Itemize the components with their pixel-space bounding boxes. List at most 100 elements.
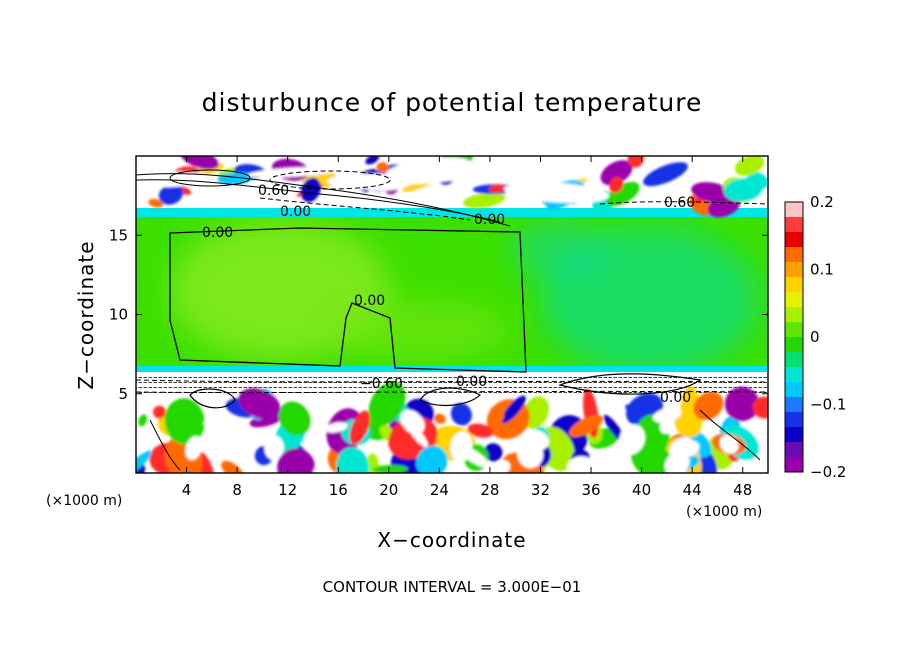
x-tick-label: 44 <box>683 481 702 499</box>
turbulence-gap <box>496 460 511 473</box>
turbulence-patch <box>484 443 503 462</box>
contour-label: −0.60 <box>360 376 403 392</box>
contour-label: 0.00 <box>474 212 505 228</box>
turbulence-gap <box>264 435 284 460</box>
y-tick-labels: 5 10 15 <box>109 226 128 403</box>
turbulence-patch <box>278 401 311 436</box>
turbulence-patch <box>724 386 760 422</box>
x-tick-label: 48 <box>733 481 752 499</box>
contour-label: 0.00 <box>456 374 487 390</box>
turbulence-patch <box>136 450 152 473</box>
upper-contour-a <box>136 173 511 227</box>
turbulence-gap <box>247 166 339 178</box>
upper-cyan-band <box>136 208 768 217</box>
colorbar-labels: 0.2 0.1 0 −0.1 −0.2 <box>810 193 846 481</box>
turbulence-patch <box>752 396 768 419</box>
upper-contour-ring-a <box>169 169 251 187</box>
colorbar-tick-label: −0.1 <box>810 396 846 414</box>
x-tick-label: 32 <box>531 481 550 499</box>
turbulence-gap <box>618 424 646 455</box>
turbulence-gap <box>408 424 428 448</box>
eddy-contour-c <box>189 388 236 409</box>
colorbar-tick-label: −0.2 <box>810 463 846 481</box>
y-tick-label: 15 <box>109 226 128 244</box>
colorbar-swatch <box>785 367 803 383</box>
turbulence-patch <box>450 402 472 426</box>
eddy-contour-b <box>557 373 702 395</box>
turbulence-patch <box>489 406 504 422</box>
x-tick-label: 8 <box>232 481 242 499</box>
turbulence-patch <box>643 162 688 187</box>
turbulence-patch <box>349 410 371 445</box>
turbulence-gap <box>453 157 560 177</box>
x-tick-label: 16 <box>329 481 348 499</box>
z-unit-label: (×1000 m) <box>46 493 122 509</box>
axis-ticks <box>136 156 768 473</box>
turbulence-patch <box>238 388 281 420</box>
contour-label: 0.00 <box>660 390 691 406</box>
turbulence-patch <box>372 464 409 473</box>
turbulence-gap <box>203 412 228 426</box>
contour-interval-note: CONTOUR INTERVAL = 3.000E−01 <box>323 578 582 596</box>
turbulence-patch <box>609 176 624 194</box>
turbulence-patch <box>221 460 244 473</box>
colorbar-swatch <box>785 352 803 368</box>
turbulence-gap <box>450 431 473 463</box>
turbulence-patch <box>277 448 315 473</box>
turbulence-patch <box>501 395 526 424</box>
turbulence-patch <box>300 177 321 203</box>
turbulence-patch <box>148 198 164 208</box>
y-tick-label: 5 <box>118 385 128 403</box>
heatmap-field <box>136 156 768 473</box>
colorbar-swatch <box>785 277 803 293</box>
chart-title: disturbunce of potential temperature <box>202 88 703 117</box>
x-unit-label: (×1000 m) <box>686 504 762 520</box>
colorbar-tick-label: 0 <box>810 328 820 346</box>
contour-labels: 0.60 0.00 0.00 0.00 0.00 0.60 −0.60 0.00… <box>202 183 695 406</box>
upper-contour-ring-b <box>269 170 391 190</box>
turbulence-patch <box>164 398 205 445</box>
turbulence-gap <box>503 182 610 203</box>
x-tick-label: 28 <box>480 481 499 499</box>
colorbar-swatch <box>785 217 803 233</box>
turbulence-gap <box>402 190 459 201</box>
turbulence-patch <box>693 391 724 421</box>
turbulence-patch <box>606 181 640 207</box>
colorbar-tick-label: 0.2 <box>810 193 834 211</box>
turbulence-gap <box>652 407 682 423</box>
lower-contour-b <box>136 390 768 394</box>
turbulence-patch <box>217 172 255 185</box>
upper-contour-d <box>599 201 768 205</box>
turbulence-gap <box>525 430 550 451</box>
contour-label: 0.00 <box>280 204 311 220</box>
zero-contour <box>169 227 527 373</box>
turbulence-gap <box>719 434 739 454</box>
turbulence-patch <box>467 423 494 438</box>
contour-lines <box>136 169 768 471</box>
eddy-contour-e <box>699 409 761 461</box>
contour-label: 0.60 <box>664 195 695 211</box>
colorbar-swatch <box>785 397 803 413</box>
colorbar-tick-label: 0.1 <box>810 261 834 279</box>
colorbar-swatch <box>785 247 803 263</box>
colorbar-swatch <box>785 442 803 458</box>
x-tick-label: 4 <box>182 481 192 499</box>
x-axis-title: X−coordinate <box>377 528 526 552</box>
turbulence-patch <box>723 178 762 202</box>
turbulence-patch <box>180 156 219 170</box>
turbulence-patch <box>158 183 184 205</box>
colorbar-swatch <box>785 292 803 308</box>
turbulence-patch <box>627 156 644 168</box>
y-axis-title: Z−coordinate <box>74 240 98 389</box>
colorbar-swatch <box>785 202 803 218</box>
turbulence-gap <box>325 422 348 433</box>
turbulence-patch <box>463 192 506 208</box>
turbulence-patch <box>365 453 380 473</box>
turbulence-patch <box>569 414 604 438</box>
y-tick-label: 10 <box>109 306 128 324</box>
colorbar-swatch <box>785 262 803 278</box>
turbulence-gap <box>385 157 471 180</box>
turbulence-patch <box>600 160 633 186</box>
turbulence-patch <box>365 156 380 165</box>
x-tick-labels: 4 8 12 16 20 24 28 32 36 40 44 48 <box>182 481 752 499</box>
